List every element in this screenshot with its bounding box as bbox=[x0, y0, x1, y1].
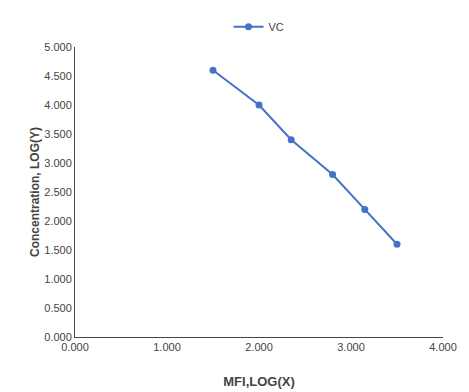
svg-text:0.500: 0.500 bbox=[44, 302, 72, 314]
svg-text:1.000: 1.000 bbox=[153, 341, 181, 353]
svg-text:2.500: 2.500 bbox=[44, 186, 72, 198]
svg-text:3.000: 3.000 bbox=[44, 157, 72, 169]
svg-text:VC: VC bbox=[269, 21, 284, 33]
svg-text:2.000: 2.000 bbox=[245, 341, 273, 353]
svg-text:5.000: 5.000 bbox=[44, 41, 72, 53]
svg-text:0.000: 0.000 bbox=[61, 341, 89, 353]
svg-text:3.500: 3.500 bbox=[44, 128, 72, 140]
svg-text:3.000: 3.000 bbox=[337, 341, 365, 353]
svg-text:2.000: 2.000 bbox=[44, 215, 72, 227]
svg-text:MFI,LOG(X): MFI,LOG(X) bbox=[223, 374, 295, 389]
svg-text:4.000: 4.000 bbox=[429, 341, 457, 353]
svg-text:Concentration, LOG(Y): Concentration, LOG(Y) bbox=[28, 127, 42, 257]
svg-text:4.500: 4.500 bbox=[44, 70, 72, 82]
svg-text:4.000: 4.000 bbox=[44, 99, 72, 111]
svg-text:0.000: 0.000 bbox=[44, 331, 72, 343]
svg-text:1.000: 1.000 bbox=[44, 273, 72, 285]
svg-text:1.500: 1.500 bbox=[44, 244, 72, 256]
